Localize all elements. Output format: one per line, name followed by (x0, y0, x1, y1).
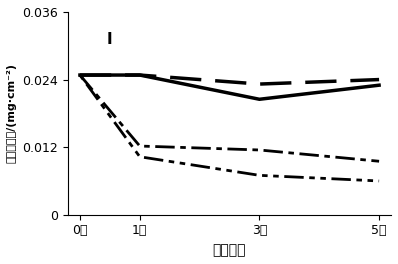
Y-axis label: 叶绿素含量/(mg·cm⁻²): 叶绿素含量/(mg·cm⁻²) (7, 63, 17, 163)
Text: I: I (107, 32, 112, 47)
X-axis label: 锻炼次数: 锻炼次数 (213, 243, 246, 257)
